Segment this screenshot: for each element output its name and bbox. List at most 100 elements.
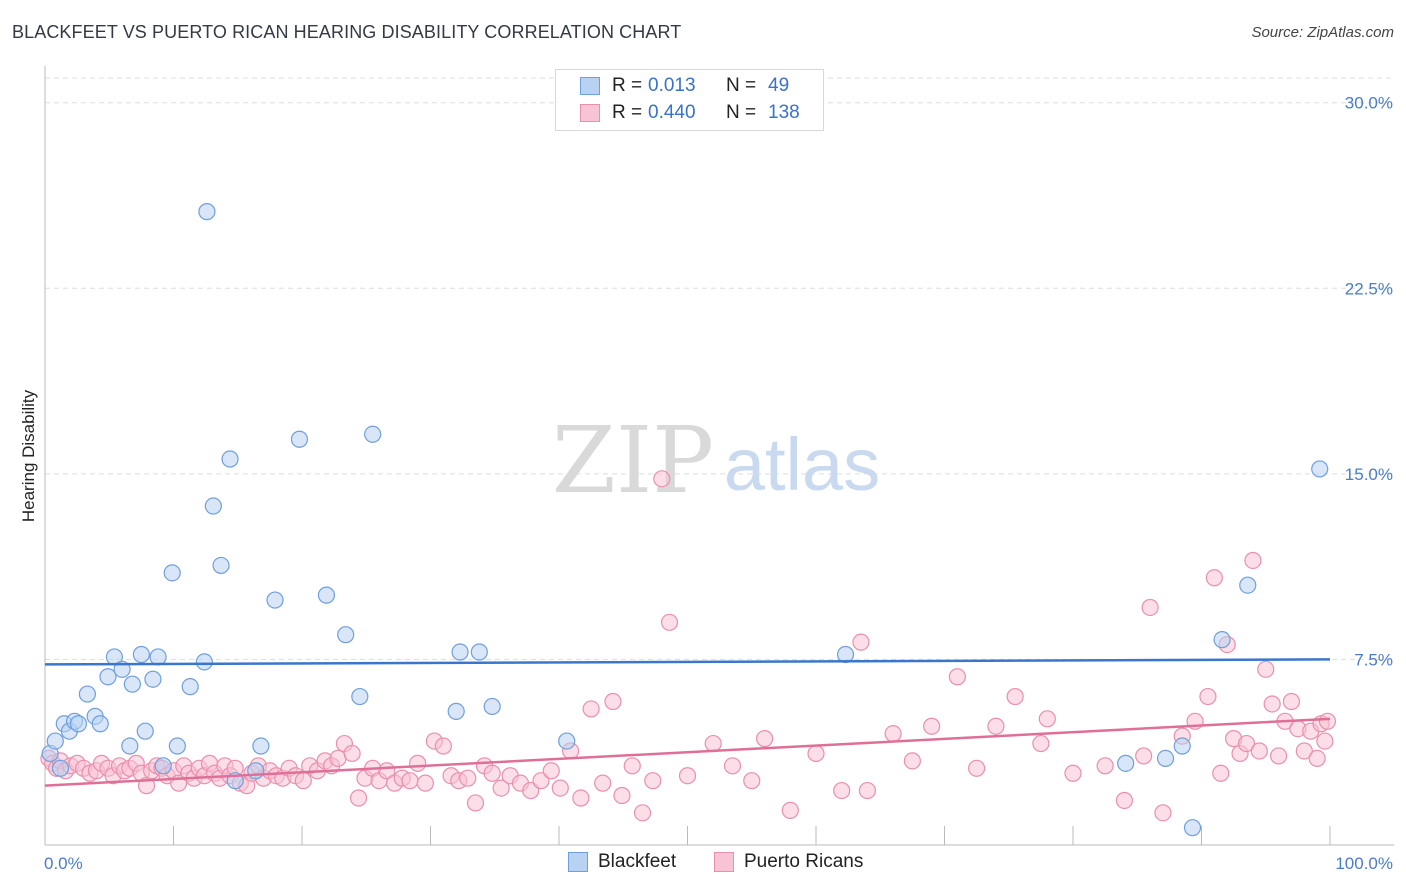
- puerto-ricans-point: [903, 752, 921, 770]
- puerto-ricans-point: [948, 668, 966, 686]
- watermark-zip: ZIP: [552, 407, 714, 514]
- blackfeet-point: [247, 762, 265, 780]
- puerto-ricans-point: [1295, 742, 1313, 760]
- puerto-ricans-point: [492, 779, 510, 797]
- blackfeet-point: [1173, 737, 1191, 755]
- blackfeet-point: [121, 737, 139, 755]
- puerto-ricans-point: [987, 717, 1005, 735]
- blackfeet-point: [266, 591, 284, 609]
- n-value: 49: [768, 75, 790, 96]
- trend-lines: [44, 658, 1331, 787]
- blackfeet-point: [132, 645, 150, 664]
- blackfeet-point: [221, 450, 239, 468]
- puerto-ricans-point: [459, 769, 477, 787]
- blackfeet-point: [144, 670, 162, 688]
- puerto-ricans-swatch: [714, 852, 734, 872]
- puerto-ricans-point: [807, 744, 825, 763]
- puerto-ricans-point: [644, 772, 662, 790]
- puerto-ricans-point: [1237, 734, 1256, 753]
- legend-item-puerto-ricans[interactable]: Puerto Ricans: [714, 851, 863, 873]
- y-axis-label: Hearing Disability: [19, 389, 38, 522]
- blackfeet-point: [198, 203, 216, 221]
- puerto-ricans-point: [604, 692, 622, 711]
- puerto-ricans-point: [623, 757, 641, 775]
- legend-item-blackfeet[interactable]: Blackfeet: [568, 851, 676, 873]
- r-value: 0.440: [648, 102, 696, 123]
- puerto-ricans-point: [401, 772, 419, 790]
- puerto-ricans-point: [551, 779, 569, 797]
- puerto-ricans-point: [833, 781, 851, 800]
- puerto-ricans-point: [781, 801, 799, 819]
- blackfeet-point: [1311, 460, 1329, 478]
- blackfeet-point: [46, 732, 64, 750]
- puerto-ricans-point: [1032, 734, 1050, 753]
- source-label: Source: ZipAtlas.com: [1251, 24, 1394, 41]
- series-legend: Blackfeet Puerto Ricans: [0, 851, 1406, 877]
- blackfeet-point: [99, 668, 117, 686]
- r-value: 0.013: [648, 75, 696, 96]
- blackfeet-point: [1239, 576, 1257, 594]
- stats-legend: R = 0.013 N = 49 R = 0.440 N = 138: [555, 69, 824, 131]
- puerto-ricans-point: [409, 754, 427, 772]
- blackfeet-point: [1156, 749, 1175, 768]
- puerto-ricans-point: [349, 789, 368, 807]
- puerto-ricans-point: [755, 730, 774, 748]
- puerto-ricans-point: [483, 764, 501, 782]
- blackfeet-point: [195, 653, 213, 671]
- puerto-ricans-point: [1316, 732, 1334, 750]
- chart-title: BLACKFEET VS PUERTO RICAN HEARING DISABI…: [12, 22, 682, 42]
- puerto-ricans-point: [660, 613, 679, 631]
- blackfeet-point: [447, 702, 465, 720]
- blackfeet-point: [364, 425, 382, 443]
- puerto-ricans-point: [1135, 747, 1153, 765]
- blackfeet-point: [181, 678, 199, 696]
- blackfeet-point: [1183, 819, 1202, 837]
- puerto-ricans-point: [1006, 687, 1024, 706]
- puerto-ricans-point: [1064, 764, 1082, 782]
- x-tick-labels: 0.0% 100.0%: [44, 854, 1393, 873]
- puerto-ricans-point: [1096, 757, 1114, 775]
- x-tick-label-end: 100.0%: [1335, 854, 1393, 873]
- y-tick-label: 30.0%: [1345, 94, 1393, 113]
- blackfeet-label: Blackfeet: [598, 851, 677, 872]
- puerto-ricans-point: [633, 804, 652, 822]
- blackfeet-point: [163, 564, 181, 582]
- puerto-ricans-point: [434, 737, 452, 755]
- puerto-ricans-point: [1250, 742, 1268, 760]
- puerto-ricans-point: [1212, 764, 1230, 782]
- blackfeet-point: [470, 643, 488, 661]
- n-label: N =: [726, 102, 757, 123]
- n-label: N =: [726, 75, 757, 96]
- puerto-ricans-point: [743, 772, 761, 790]
- y-tick-labels: 7.5% 15.0% 22.5% 30.0%: [1345, 94, 1393, 670]
- blackfeet-point: [78, 685, 97, 703]
- watermark-atlas: atlas: [724, 423, 880, 506]
- puerto-ricans-point: [1308, 749, 1326, 768]
- puerto-ricans-point: [923, 717, 941, 735]
- puerto-ricans-point: [1244, 551, 1262, 570]
- puerto-ricans-point: [858, 781, 877, 800]
- puerto-ricans-point: [968, 759, 986, 777]
- blackfeet-point: [154, 757, 172, 775]
- blackfeet-point: [91, 715, 109, 733]
- puerto-ricans-point: [723, 757, 742, 775]
- legend-row-blackfeet: R = 0.013 N = 49: [580, 74, 789, 98]
- blackfeet-point: [123, 675, 141, 693]
- legend-row-puerto-ricans: R = 0.440 N = 138: [580, 101, 800, 125]
- puerto-ricans-point: [572, 789, 590, 807]
- blackfeet-point: [351, 687, 369, 706]
- puerto-ricans-point: [1269, 747, 1288, 765]
- puerto-ricans-point: [1318, 712, 1337, 730]
- puerto-ricans-point: [294, 772, 312, 790]
- puerto-ricans-point: [594, 774, 612, 792]
- blackfeet-point: [1213, 631, 1231, 649]
- puerto-ricans-point: [1282, 692, 1301, 711]
- y-tick-label: 22.5%: [1345, 279, 1393, 298]
- blackfeet-point: [168, 737, 186, 755]
- puerto-ricans-point: [1263, 695, 1281, 713]
- blackfeet-point: [212, 556, 230, 575]
- puerto-ricans-point: [704, 734, 722, 753]
- puerto-ricans-trend-line: [44, 717, 1331, 787]
- blackfeet-point: [451, 643, 469, 661]
